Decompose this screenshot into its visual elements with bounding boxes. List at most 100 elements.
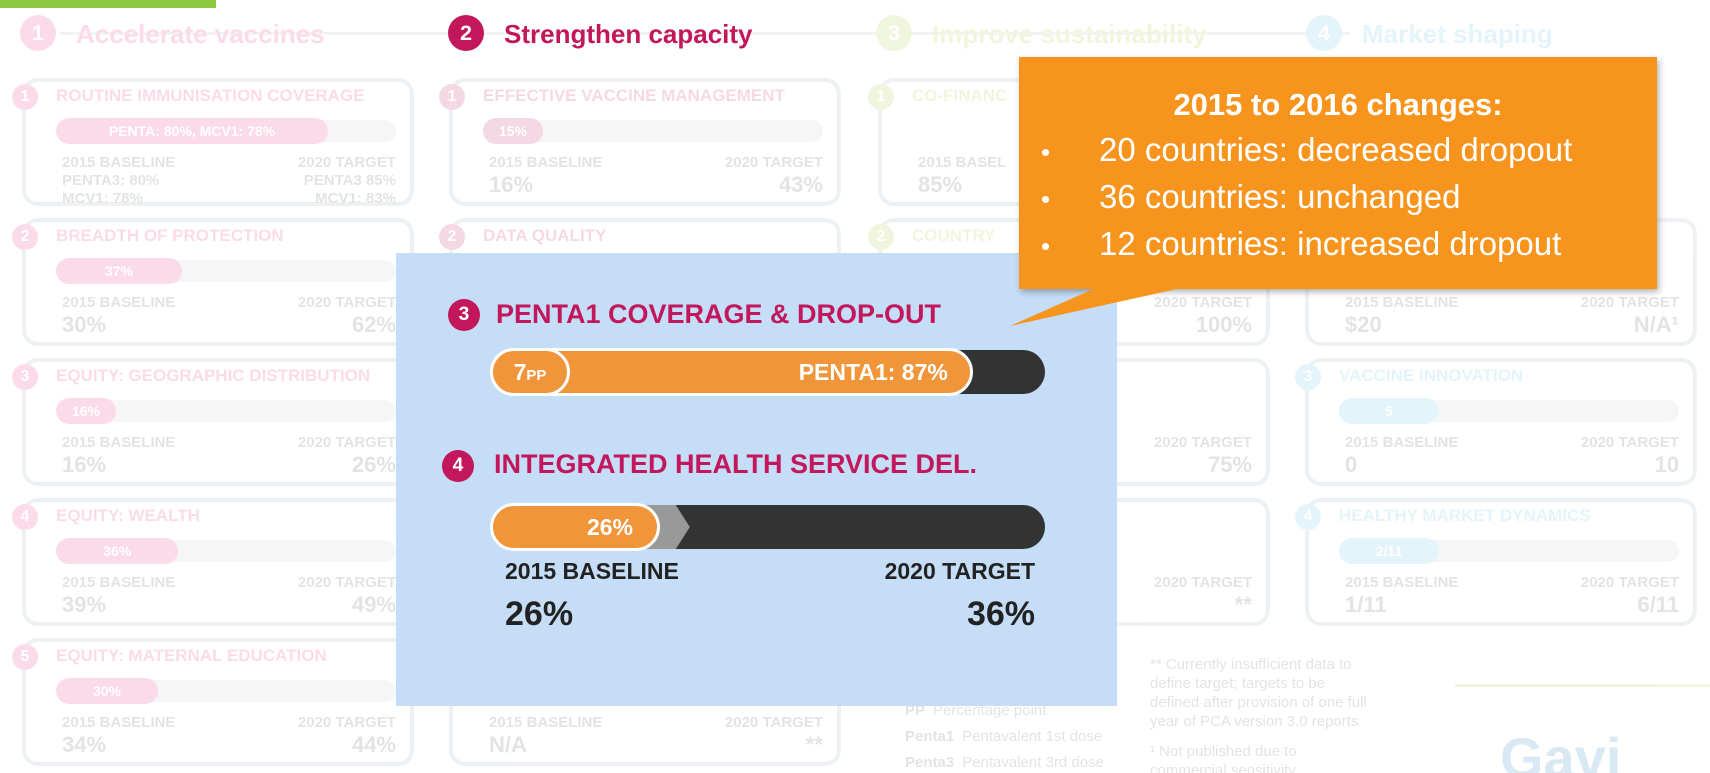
card-title: BREADTH OF PROTECTION [56, 226, 284, 245]
step-title: Improve sustainability [932, 19, 1207, 49]
step-header: 3 Improve sustainability [876, 13, 1276, 53]
baseline-value: 26% [505, 595, 574, 633]
card-title: VACCINE INNOVATION [1339, 366, 1524, 385]
target-label: 2020 TARGET [1153, 574, 1252, 591]
number-badge: 4 [1295, 504, 1321, 530]
card: 3 VACCINE INNOVATION 5 2015 BASELINE 2020 TA… [1295, 358, 1697, 486]
callout-item: 36 countries: unchanged [1099, 178, 1461, 215]
card: 1 ROUTINE IMMUNISATION COVERAGE PENTA: 80%… [12, 78, 414, 207]
legend-row: Penta3 Pentavalent 3rd dose [905, 754, 1104, 771]
section-title: INTEGRATED HEALTH SERVICE DEL. [494, 449, 978, 479]
card-title: EQUITY: GEOGRAPHIC DISTRIBUTION [56, 366, 371, 385]
logo: Gavi [1500, 726, 1622, 773]
target-label: 2020 TARGET [1153, 434, 1252, 451]
bar-track [1339, 400, 1679, 422]
baseline-label: 2015 BASELINE [1345, 434, 1459, 451]
callout-title: 2015 to 2016 changes: [1173, 87, 1503, 122]
target-value: ** [1234, 592, 1252, 617]
number-badge: 2 [12, 224, 38, 250]
baseline-value: $20 [1345, 312, 1382, 337]
divider [1455, 684, 1710, 687]
card-title: HEALTHY MARKET DYNAMICS [1339, 506, 1591, 525]
target-value: 62% [351, 312, 396, 337]
bar-track [56, 260, 396, 282]
target-label: 2020 TARGET [1580, 434, 1679, 451]
card: 1 EFFECTIVE VACCINE MANAGEMENT 15% 2015 BAS… [439, 78, 841, 206]
bar-fill: 5 [1339, 398, 1439, 424]
target-value: 75% [1207, 452, 1252, 477]
number-badge: 3 [876, 15, 912, 51]
number-badge: 1 [439, 84, 465, 110]
target-value: MCV1: 83% [315, 190, 396, 207]
card-title: ROUTINE IMMUNISATION COVERAGE [56, 86, 365, 105]
number-badge: 4 [1306, 15, 1342, 51]
bar-fill: 15% [483, 118, 543, 144]
target-label: 2020 TARGET [724, 714, 823, 731]
step-title: Strengthen capacity [504, 19, 753, 49]
number-badge: 3 [448, 299, 480, 331]
card-title: COUNTRY [912, 226, 996, 245]
bar-track [56, 680, 396, 702]
bar-fill: 36% [56, 538, 179, 564]
card: 5 EQUITY: MATERNAL EDUCATION 30% 2015 BASEL… [12, 638, 414, 766]
baseline-bar: 26% [490, 503, 660, 551]
bar-fill: 30% [56, 678, 158, 704]
dropout-pill: 7PP [490, 348, 570, 396]
baseline-label: 2015 BASELINE [62, 294, 176, 311]
number-badge: 4 [442, 450, 474, 482]
note: ¹ Not published due to commercial sensit… [1150, 743, 1297, 773]
target-value: 43% [778, 172, 823, 197]
number-badge: 5 [12, 644, 38, 670]
baseline-label: 2015 BASELINE [62, 434, 176, 451]
bar-track [56, 400, 396, 422]
dropout-value: 7 [513, 359, 527, 385]
callout-item: 20 countries: decreased dropout [1099, 131, 1573, 168]
target-label: 2020 TARGET [724, 154, 823, 171]
target-value: 49% [351, 592, 396, 617]
target-label: 2020 TARGET [297, 434, 396, 451]
card: 4 EQUITY: WEALTH 36% 2015 BASELINE 2020 TARG… [12, 498, 414, 626]
card-title: EFFECTIVE VACCINE MANAGEMENT [483, 86, 785, 105]
legend-abbr: Penta1 [905, 728, 955, 745]
bar-fill: 16% [56, 398, 116, 424]
dropout-unit: PP [526, 367, 547, 384]
number-badge: 3 [1295, 364, 1321, 390]
legend-abbr: PP [905, 702, 926, 719]
step-connector [60, 32, 1350, 35]
card: 3 EQUITY: GEOGRAPHIC DISTRIBUTION 16% 2015 … [12, 358, 414, 486]
target-label: 2020 TARGET [1153, 294, 1252, 311]
number-badge: 2 [868, 224, 894, 250]
step-header: 1 Accelerate vaccines [20, 13, 420, 53]
legend-text: Pentavalent 1st dose [962, 728, 1103, 745]
bullet: • [1041, 137, 1051, 167]
baseline-label: 2015 BASELINE [62, 154, 176, 171]
target-value: 6/11 [1637, 592, 1679, 617]
baseline-value: 34% [62, 732, 107, 757]
number-badge: 1 [868, 84, 894, 110]
target-value: 44% [351, 732, 396, 757]
bar-fill: 2/11 [1339, 538, 1439, 564]
baseline-label: 2015 BASEL [918, 154, 1007, 171]
target-label: 2020 TARGET [884, 558, 1035, 584]
baseline-value: 30% [62, 312, 107, 337]
note: ** Currently insufficient data to define… [1150, 656, 1367, 730]
target-value: 100% [1195, 312, 1252, 337]
card: 4 HEALTHY MARKET DYNAMICS 2/11 2015 BASELIN… [1295, 498, 1697, 626]
callout-item: 12 countries: increased dropout [1099, 225, 1562, 262]
number-badge: 1 [12, 84, 38, 110]
coverage-bar: PENTA1: 87% [490, 348, 973, 396]
legend-text: Percentage point [933, 702, 1047, 719]
number-badge: 2 [448, 15, 484, 51]
target-value: ** [805, 732, 823, 757]
bar-track [56, 540, 396, 562]
baseline-label: 2015 BASELINE [62, 714, 176, 731]
bar-track [1339, 540, 1679, 562]
baseline-label: 2015 BASELINE [489, 714, 603, 731]
step-title: Market shaping [1362, 19, 1553, 49]
step-title: Accelerate vaccines [76, 19, 325, 49]
baseline-value: 39% [62, 592, 107, 617]
baseline-value: MCV1: 78% [62, 190, 143, 207]
card-title: EQUITY: MATERNAL EDUCATION [56, 646, 327, 665]
